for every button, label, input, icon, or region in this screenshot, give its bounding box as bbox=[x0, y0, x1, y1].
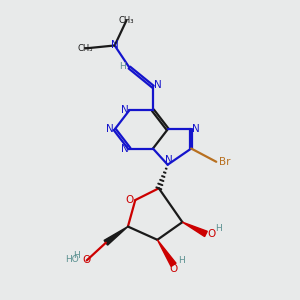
Text: N: N bbox=[154, 80, 162, 90]
Text: CH₃: CH₃ bbox=[77, 44, 93, 53]
Text: O: O bbox=[207, 229, 215, 239]
Text: N: N bbox=[121, 143, 129, 154]
Text: N: N bbox=[165, 155, 173, 165]
Polygon shape bbox=[104, 226, 128, 245]
Text: H: H bbox=[73, 250, 80, 260]
Text: H: H bbox=[215, 224, 222, 233]
Text: O: O bbox=[126, 195, 134, 205]
Text: H: H bbox=[119, 62, 126, 71]
Polygon shape bbox=[182, 222, 207, 237]
Text: H: H bbox=[178, 256, 185, 265]
Text: Br: Br bbox=[219, 157, 230, 167]
Text: O: O bbox=[82, 255, 91, 266]
Text: N: N bbox=[106, 124, 113, 134]
Text: N: N bbox=[111, 40, 119, 50]
Text: N: N bbox=[121, 105, 129, 115]
Polygon shape bbox=[158, 240, 176, 266]
Text: N: N bbox=[192, 124, 200, 134]
Text: CH₃: CH₃ bbox=[119, 16, 134, 25]
Text: HO: HO bbox=[65, 255, 79, 264]
Text: O: O bbox=[169, 264, 178, 274]
